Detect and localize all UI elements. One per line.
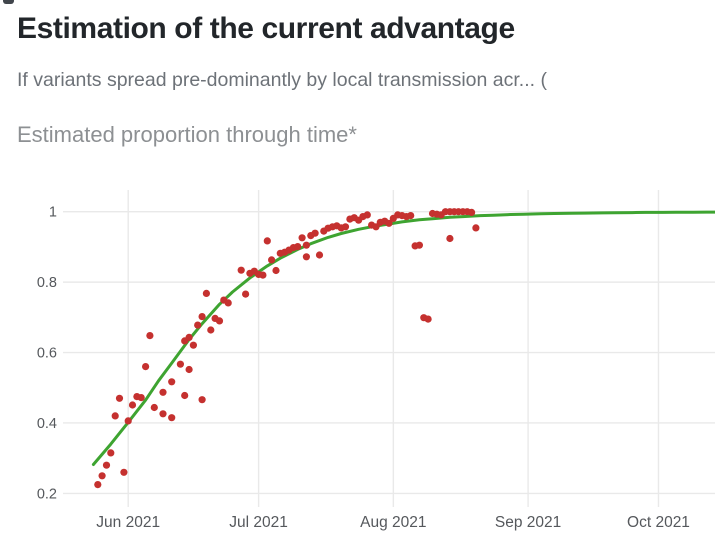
data-point[interactable]: [311, 229, 319, 237]
top-edge-artifact: [3, 0, 14, 4]
data-point[interactable]: [194, 321, 202, 329]
data-point[interactable]: [168, 378, 176, 386]
data-point[interactable]: [150, 403, 158, 412]
data-point[interactable]: [385, 219, 393, 227]
chart-gridlines: [63, 190, 715, 507]
data-point[interactable]: [107, 449, 115, 457]
page-title: Estimation of the current advantage: [17, 12, 515, 45]
data-point[interactable]: [185, 365, 193, 374]
chart-heading: Estimated proportion through time*: [17, 122, 357, 147]
data-point[interactable]: [168, 414, 176, 422]
x-axis-labels: Jun 2021 Jul 2021 Aug 2021 Sep 2021 Oct 2021: [96, 514, 690, 531]
y-tick-label: 0.4: [37, 416, 57, 432]
data-point[interactable]: [263, 237, 271, 245]
data-point[interactable]: [202, 289, 210, 297]
data-point[interactable]: [124, 417, 132, 425]
data-point[interactable]: [446, 234, 454, 243]
data-point[interactable]: [159, 410, 167, 418]
data-point[interactable]: [181, 391, 189, 400]
data-point[interactable]: [142, 363, 150, 371]
x-tick-label: Jun 2021: [96, 514, 160, 531]
data-point[interactable]: [302, 253, 310, 261]
data-point[interactable]: [472, 224, 480, 232]
data-point[interactable]: [120, 468, 128, 476]
data-point[interactable]: [224, 299, 232, 307]
data-point[interactable]: [407, 212, 415, 220]
data-point[interactable]: [298, 234, 306, 242]
x-tick-label: Jul 2021: [229, 514, 288, 531]
data-point[interactable]: [111, 412, 119, 420]
data-point[interactable]: [189, 341, 197, 349]
data-point[interactable]: [315, 251, 324, 259]
data-point[interactable]: [424, 315, 432, 323]
data-point[interactable]: [259, 271, 267, 279]
data-point[interactable]: [185, 333, 193, 341]
data-point[interactable]: [128, 401, 137, 409]
data-point[interactable]: [237, 266, 245, 274]
x-tick-label: Oct 2021: [627, 514, 690, 531]
y-tick-label: 0.2: [37, 486, 57, 502]
y-tick-label: 1: [49, 205, 57, 221]
data-point[interactable]: [98, 472, 106, 480]
data-point[interactable]: [372, 223, 380, 231]
data-point[interactable]: [415, 241, 423, 249]
x-tick-label: Aug 2021: [360, 514, 426, 531]
data-point[interactable]: [272, 266, 280, 275]
data-point[interactable]: [363, 211, 371, 219]
data-point[interactable]: [176, 360, 184, 368]
data-point[interactable]: [102, 461, 111, 469]
page-subtitle: If variants spread pre-dominantly by loc…: [17, 69, 547, 91]
y-tick-label: 0.6: [37, 346, 57, 362]
data-point[interactable]: [294, 243, 302, 251]
data-point[interactable]: [137, 394, 145, 402]
x-tick-label: Sep 2021: [495, 514, 561, 531]
data-point[interactable]: [268, 256, 276, 264]
data-point[interactable]: [215, 317, 224, 325]
scatter-points: [94, 208, 480, 489]
data-point[interactable]: [207, 326, 215, 334]
data-point[interactable]: [159, 388, 167, 396]
data-point[interactable]: [302, 241, 310, 249]
data-point[interactable]: [115, 394, 124, 402]
data-point[interactable]: [146, 332, 154, 340]
y-tick-label: 0.8: [37, 275, 57, 291]
data-point[interactable]: [242, 290, 250, 298]
y-axis-labels: 1 0.8 0.6 0.4 0.2: [37, 205, 57, 503]
data-point[interactable]: [94, 481, 102, 489]
data-point[interactable]: [198, 396, 206, 404]
data-point[interactable]: [341, 223, 350, 231]
data-point[interactable]: [468, 208, 476, 216]
data-point[interactable]: [198, 313, 206, 321]
